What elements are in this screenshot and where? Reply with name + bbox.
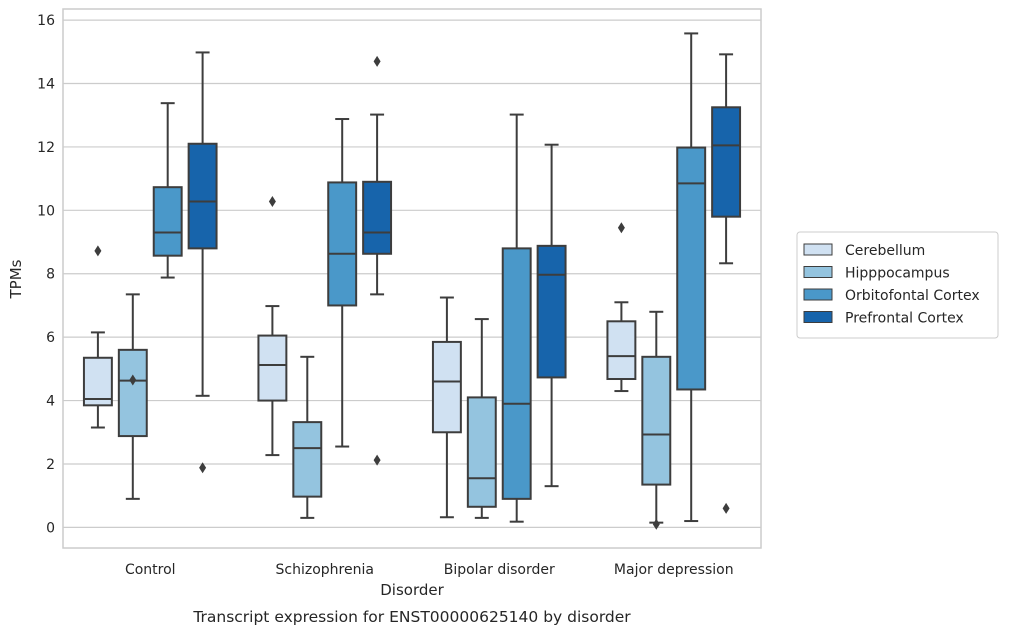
legend-frame <box>796 231 999 339</box>
outlier-point <box>722 502 730 514</box>
y-axis-label: TPMs <box>7 259 25 299</box>
legend: Cerebellum Hipppocampus Orbitofontal Corte… <box>796 231 999 339</box>
y-tick-label: 6 <box>46 330 55 346</box>
y-tick-label: 12 <box>37 140 55 156</box>
box <box>676 146 707 391</box>
outlier-point <box>199 462 207 474</box>
legend-swatch <box>803 266 833 278</box>
x-tick-label: Schizophrenia <box>276 562 374 578</box>
plot-area-frame <box>62 8 762 549</box>
box <box>606 320 637 381</box>
y-tick-label: 14 <box>37 77 55 93</box>
box <box>641 355 672 486</box>
outlier-point <box>94 245 102 257</box>
outlier-point <box>617 222 625 234</box>
box-group <box>257 195 288 457</box>
box-group <box>536 143 567 488</box>
box <box>152 186 183 257</box>
legend-swatch <box>803 243 833 256</box>
box <box>501 247 532 500</box>
box <box>257 334 288 402</box>
box <box>292 421 323 498</box>
box-group <box>117 293 148 500</box>
box <box>466 396 497 508</box>
y-tick-label: 8 <box>46 267 55 283</box>
outlier-point <box>268 195 276 207</box>
box-group <box>327 118 358 448</box>
box-group <box>466 318 497 519</box>
legend-swatch <box>803 311 833 323</box>
chart-caption: Transcript expression for ENST0000062514… <box>192 608 631 626</box>
x-tick-label: Major depression <box>614 562 734 578</box>
y-tick-label: 16 <box>37 13 55 29</box>
box <box>536 244 567 379</box>
box-group <box>711 53 742 514</box>
x-axis-ticks: Control Schizophrenia Bipolar disorder Majo… <box>125 562 734 578</box>
y-tick-label: 10 <box>37 203 55 219</box>
box-group <box>187 51 218 474</box>
box-group <box>501 113 532 523</box>
box <box>117 348 148 438</box>
outlier-point <box>652 518 660 530</box>
box <box>711 106 742 218</box>
y-axis-ticks: 0 2 4 6 8 10 12 14 16 <box>37 13 55 536</box>
x-tick-label: Control <box>125 562 176 578</box>
box <box>431 340 462 434</box>
outlier-point <box>129 374 137 386</box>
y-tick-label: 0 <box>46 520 55 536</box>
outlier-point <box>373 55 381 67</box>
box-group <box>82 245 113 429</box>
box <box>362 180 393 255</box>
box-group <box>676 32 707 523</box>
outlier-point <box>373 454 381 466</box>
box-group <box>606 222 637 393</box>
box-group <box>152 102 183 279</box>
legend-label: Hipppocampus <box>845 266 950 282</box>
box <box>187 142 218 250</box>
box-group <box>431 296 462 519</box>
box <box>82 356 113 407</box>
x-tick-label: Bipolar disorder <box>444 562 555 578</box>
legend-label: Orbitofontal Cortex <box>845 288 980 304</box>
legend-label: Cerebellum <box>845 243 925 259</box>
x-axis-label: Disorder <box>380 581 444 599</box>
box-plot-series <box>82 32 742 530</box>
legend-swatch <box>803 288 833 301</box>
box-group <box>362 55 393 466</box>
box-group <box>292 355 323 519</box>
y-tick-label: 2 <box>46 457 55 473</box>
legend-label: Prefrontal Cortex <box>845 311 964 327</box>
y-tick-label: 4 <box>46 394 55 410</box>
box-group <box>641 310 672 530</box>
box <box>327 181 358 307</box>
